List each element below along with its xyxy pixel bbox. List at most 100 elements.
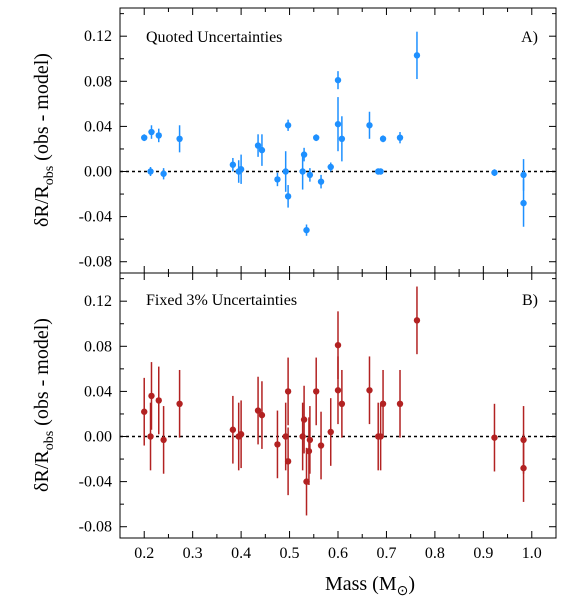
panel-a-y-tick-label: 0.04 — [84, 118, 112, 135]
panel-b-data-point — [413, 317, 421, 324]
x-tick-label: 0.5 — [280, 545, 300, 562]
panel-b-data-point — [334, 387, 342, 394]
panel-a-y-tick-label: 0.12 — [84, 28, 112, 45]
x-tick-label: 0.9 — [473, 545, 493, 562]
panel-a-data-point — [284, 122, 292, 129]
panel-b-data-point — [379, 400, 387, 408]
panel-b-data-point — [147, 433, 154, 440]
panel-a-data-point — [148, 128, 155, 136]
panel-a-y-tick-label: -0.04 — [79, 209, 112, 226]
x-axis-title: Mass (M⊙) — [325, 573, 415, 599]
panel-b-data-point — [300, 416, 308, 423]
panel-a-data-point — [338, 135, 346, 143]
panel-a-points — [141, 31, 527, 236]
panel-a-data-point — [379, 135, 387, 143]
panel-b-data-point — [176, 400, 183, 408]
panel-b-data-point — [317, 442, 325, 449]
panel-b: Fixed 3% Uncertainties B) 0.120.080.040.… — [79, 272, 557, 539]
panel-a-data-point — [334, 76, 342, 84]
panel-b-y-ticks: 0.12 0.08 0.04 0.00 -0.04 -0.08 — [79, 278, 556, 536]
panel-b-data-point — [237, 431, 245, 438]
panel-b-data-point — [338, 400, 346, 408]
x-axis-title-close: ) — [408, 573, 415, 595]
panel-b-y-tick-label: 0.00 — [84, 429, 112, 446]
panel-a-y-axis-title-main: δR/R — [31, 185, 53, 227]
panel-b-data-point — [284, 458, 292, 465]
panel-b-data-point — [258, 411, 266, 419]
panel-b-data-point — [282, 433, 289, 440]
panel-a-data-point — [229, 161, 237, 168]
panel-b-data-point — [306, 436, 314, 444]
panel-a-data-point — [334, 120, 342, 128]
panel-a-data-point — [366, 122, 373, 129]
panel-a-data-point — [284, 193, 292, 200]
panel-a-data-point — [317, 178, 325, 185]
panel-b-x-ticks — [143, 273, 557, 538]
panel-b-data-point — [334, 341, 342, 349]
panel-a-title: Quoted Uncertainties — [146, 29, 282, 46]
panel-a-data-point — [300, 151, 308, 158]
panel-b-data-point — [305, 447, 313, 455]
x-axis-tick-labels: 0.2 0.3 0.4 0.5 0.6 0.7 0.8 0.9 1.0 — [134, 545, 542, 562]
panel-a-data-point — [176, 135, 183, 143]
panel-a-data-point — [282, 168, 289, 175]
panel-b-data-point — [313, 388, 320, 395]
x-tick-label: 0.8 — [425, 545, 445, 562]
panel-b-y-axis-title: δR/Robs (obs - model) — [31, 318, 57, 492]
x-tick-label: 0.2 — [134, 545, 154, 562]
panel-b-data-point — [396, 400, 404, 408]
panel-b-y-tick-label: 0.08 — [84, 338, 112, 355]
panel-b-data-point — [155, 397, 162, 404]
panel-b-y-tick-label: -0.08 — [79, 519, 112, 536]
panel-a-data-point — [237, 166, 245, 173]
panel-b-y-tick-label: 0.04 — [84, 383, 112, 400]
x-axis-title-main: Mass (M — [325, 573, 397, 595]
panel-a-y-tick-label: 0.08 — [84, 73, 112, 90]
x-tick-label: 0.3 — [183, 545, 203, 562]
panel-a-data-point — [377, 168, 384, 175]
panel-b-y-axis-title-sub: obs — [42, 431, 57, 450]
panel-b-data-point — [284, 388, 292, 395]
panel-a-data-point — [274, 176, 281, 183]
panel-b-title: Fixed 3% Uncertainties — [146, 292, 297, 309]
panel-a: Quoted Uncertainties A) 0.12 0.08 0.04 0.00… — [79, 7, 557, 274]
x-tick-label: 0.7 — [376, 545, 396, 562]
panel-a-data-point — [313, 134, 320, 141]
panel-a-y-axis-title-tail: (obs - model) — [31, 53, 53, 166]
panel-a-data-point — [299, 168, 306, 175]
panel-a-data-point — [306, 171, 314, 179]
panel-b-data-point — [141, 408, 148, 415]
panel-a-data-point — [254, 142, 262, 149]
panel-a-y-ticks: 0.12 0.08 0.04 0.00 -0.04 -0.08 — [79, 13, 556, 271]
panel-a-y-axis-title-sub: obs — [42, 166, 57, 185]
panel-b-data-point — [254, 407, 262, 414]
panel-b-y-axis-title-main: δR/R — [31, 450, 53, 492]
panel-b-data-point — [160, 436, 167, 444]
panel-a-y-tick-label: -0.08 — [79, 254, 112, 271]
panel-b-y-tick-label: 0.12 — [84, 293, 112, 310]
panel-b-data-point — [303, 478, 310, 485]
panel-b-y-axis-title-tail: (obs - model) — [31, 318, 53, 431]
panel-b-data-point — [299, 433, 306, 440]
panel-b-data-point — [148, 392, 155, 400]
panel-a-data-point — [141, 134, 148, 141]
panel-a-tag: A) — [521, 29, 538, 46]
panel-a-data-point — [396, 134, 404, 141]
panel-a-data-point — [520, 199, 527, 207]
panel-a-x-ticks — [143, 8, 557, 273]
panel-a-y-tick-label: 0.00 — [84, 164, 112, 181]
panel-b-y-tick-label: -0.04 — [79, 474, 112, 491]
panel-b-data-point — [491, 434, 498, 441]
panel-b-data-point — [327, 428, 334, 436]
panel-b-points — [141, 286, 527, 516]
panel-a-data-point — [520, 171, 527, 179]
panel-b-data-point — [366, 387, 373, 394]
panel-a-data-point — [155, 132, 162, 139]
panel-a-y-axis-title: δR/Robs (obs - model) — [31, 53, 57, 227]
panel-a-data-point — [160, 170, 167, 177]
panel-b-data-point — [377, 433, 384, 440]
panel-b-data-point — [229, 426, 237, 433]
x-tick-label: 0.4 — [231, 545, 251, 562]
panel-b-tag: B) — [522, 292, 538, 309]
